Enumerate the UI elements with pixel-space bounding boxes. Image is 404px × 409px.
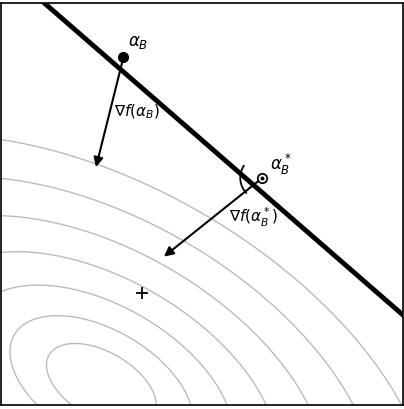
Text: $\alpha_B^*$: $\alpha_B^*$ [269, 151, 291, 176]
Text: $\nabla f(\alpha_B^*)$: $\nabla f(\alpha_B^*)$ [229, 205, 278, 228]
Text: $\alpha_B$: $\alpha_B$ [128, 33, 149, 51]
Text: $\nabla f(\alpha_B)$: $\nabla f(\alpha_B)$ [114, 103, 160, 121]
